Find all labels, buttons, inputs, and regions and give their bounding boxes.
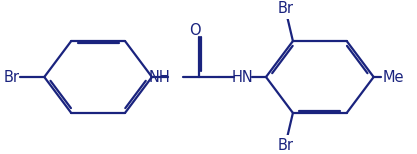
Text: Br: Br [4,69,20,85]
Text: Br: Br [278,1,294,16]
Text: O: O [189,23,201,38]
Text: HN: HN [232,69,254,85]
Text: Me: Me [383,69,404,85]
Text: NH: NH [149,69,171,85]
Text: Br: Br [278,138,294,153]
